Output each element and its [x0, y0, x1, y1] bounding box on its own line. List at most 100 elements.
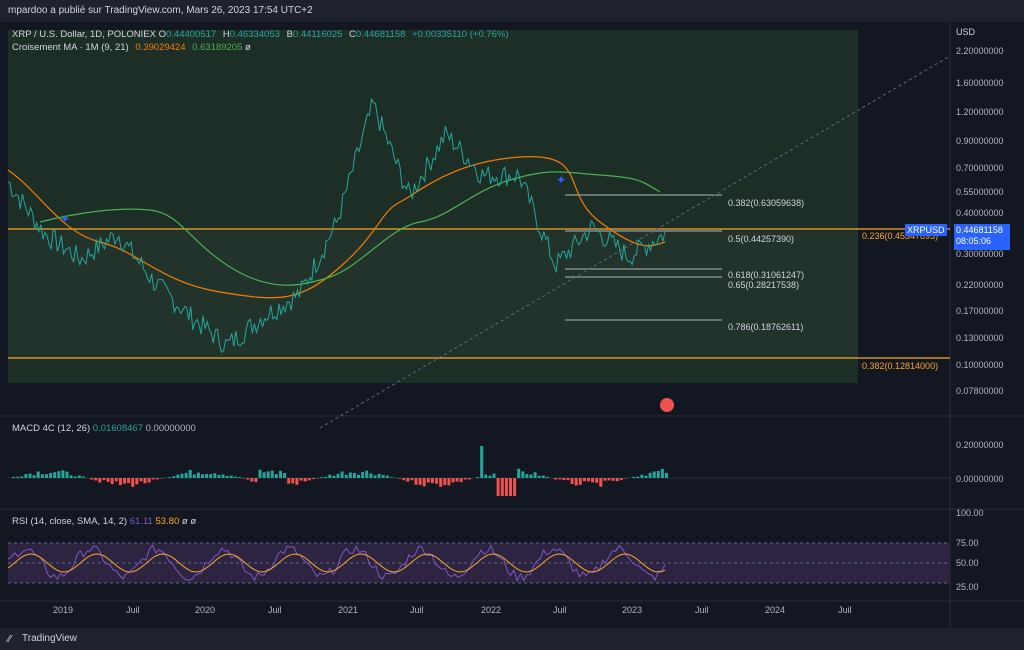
macd-bar — [504, 478, 508, 496]
macd-bar — [307, 478, 311, 481]
price-tick: 1.20000000 — [956, 107, 1004, 117]
tradingview-logo-text[interactable]: TradingView — [22, 633, 78, 644]
ma-label[interactable]: Croisement MA · 1M (9, 21) — [12, 42, 129, 53]
macd-bar — [373, 475, 377, 478]
macd-bar — [287, 478, 291, 484]
macd-bar — [574, 478, 578, 486]
macd-bar — [135, 478, 139, 485]
macd-bar — [246, 478, 250, 480]
macd-bar — [591, 478, 595, 483]
us-flag-icon[interactable] — [660, 398, 674, 412]
publisher-text: mpardoo a publié sur TradingView.com, Ma… — [8, 5, 313, 16]
macd-bar — [398, 478, 402, 479]
macd-bar — [599, 478, 603, 487]
macd-bar — [332, 475, 336, 478]
macd-bar — [357, 474, 360, 478]
macd-bar — [266, 471, 270, 478]
macd-value-1: 0.01608467 — [92, 423, 143, 434]
macd-bar — [238, 477, 241, 478]
macd-bar — [320, 477, 324, 478]
price-tick: 0.13000000 — [956, 333, 1004, 343]
macd-bar — [418, 478, 422, 485]
macd-bar — [155, 478, 159, 480]
time-tick: Juil — [126, 605, 140, 615]
macd-bar — [196, 472, 200, 478]
macd-bar — [340, 471, 344, 478]
cross-marker-icon: ✦ — [60, 212, 70, 226]
time-tick: Juil — [410, 605, 424, 615]
macd-bar — [188, 470, 192, 478]
rsi-ma-line — [7, 553, 666, 573]
macd-bar — [36, 471, 40, 478]
macd-bar — [45, 474, 48, 478]
fib-zone-lower — [8, 231, 858, 358]
macd-bar — [225, 475, 229, 478]
macd-bar — [607, 478, 611, 481]
price-series[interactable] — [7, 97, 666, 354]
rsi-tick: 25.00 — [956, 582, 979, 592]
rsi-value-2: 53.80 — [155, 516, 180, 527]
time-tick: Juil — [695, 605, 709, 615]
macd-bar — [283, 473, 287, 478]
macd-bar — [81, 476, 85, 478]
macd-bar — [406, 478, 410, 482]
macd-bar — [525, 474, 529, 478]
macd-histogram — [12, 446, 668, 496]
macd-bar — [127, 478, 131, 484]
macd-bar — [582, 478, 586, 482]
price-tick: 0.30000000 — [956, 249, 1004, 259]
price-tick: 0.70000000 — [956, 163, 1004, 173]
macd-bar — [665, 472, 668, 478]
macd-bar — [229, 475, 233, 478]
price-tick: 0.40000000 — [956, 208, 1004, 218]
macd-bar — [65, 471, 69, 478]
macd-bar — [595, 478, 599, 483]
macd-bar — [143, 478, 147, 484]
macd-bar — [496, 478, 500, 496]
macd-bar — [652, 471, 656, 478]
symbol-price-tag: XRPUSD — [905, 224, 947, 236]
price-tick: 2.20000000 — [956, 46, 1004, 56]
macd-tick: 0.20000000 — [956, 440, 1004, 450]
macd-bar — [28, 473, 32, 478]
macd-bar — [53, 472, 57, 478]
time-tick: Juil — [838, 605, 852, 615]
chart-canvas[interactable]: ✦ ✦ — [0, 22, 1024, 628]
macd-bar — [40, 474, 44, 478]
macd-bar — [324, 476, 328, 478]
macd-bar — [414, 478, 418, 485]
macd-bar — [147, 478, 151, 483]
macd-bar — [139, 478, 143, 482]
high-label: H — [222, 29, 230, 40]
macd-bar — [451, 478, 455, 483]
macd-bar — [500, 478, 504, 496]
macd-bar — [279, 470, 282, 478]
low-label: B — [286, 29, 293, 40]
ma-value-1: 0.39029424 — [135, 42, 186, 53]
macd-bar — [106, 478, 110, 482]
price-tick: 0.07800000 — [956, 386, 1004, 396]
macd-bar — [217, 474, 221, 478]
macd-tick: 0.00000000 — [956, 474, 1004, 484]
macd-bar — [426, 478, 430, 483]
close-label: C — [349, 29, 356, 40]
macd-bar — [192, 474, 196, 478]
macd-bar — [233, 476, 237, 478]
macd-bar — [533, 472, 537, 478]
fib-label: 0.382(0.63059638) — [728, 198, 805, 208]
macd-bar — [77, 475, 81, 478]
rsi-label[interactable]: RSI (14, close, SMA, 14, 2) — [12, 516, 128, 527]
trend-line[interactable] — [319, 55, 951, 429]
low-value: 0.44116025 — [292, 29, 343, 40]
symbol-name[interactable]: XRP / U.S. Dollar, 1D, POLONIEX — [12, 29, 156, 40]
macd-bar — [517, 468, 521, 478]
macd-bar — [123, 478, 126, 484]
macd-label[interactable]: MACD 4C (12, 26) — [12, 423, 91, 434]
ma-empty: ø — [245, 42, 251, 53]
macd-bar — [291, 478, 295, 484]
price-tick: 0.10000000 — [956, 360, 1004, 370]
time-tick: 2021 — [338, 605, 359, 615]
macd-bar — [443, 478, 447, 486]
macd-bar — [381, 474, 385, 478]
macd-bar — [32, 475, 36, 478]
